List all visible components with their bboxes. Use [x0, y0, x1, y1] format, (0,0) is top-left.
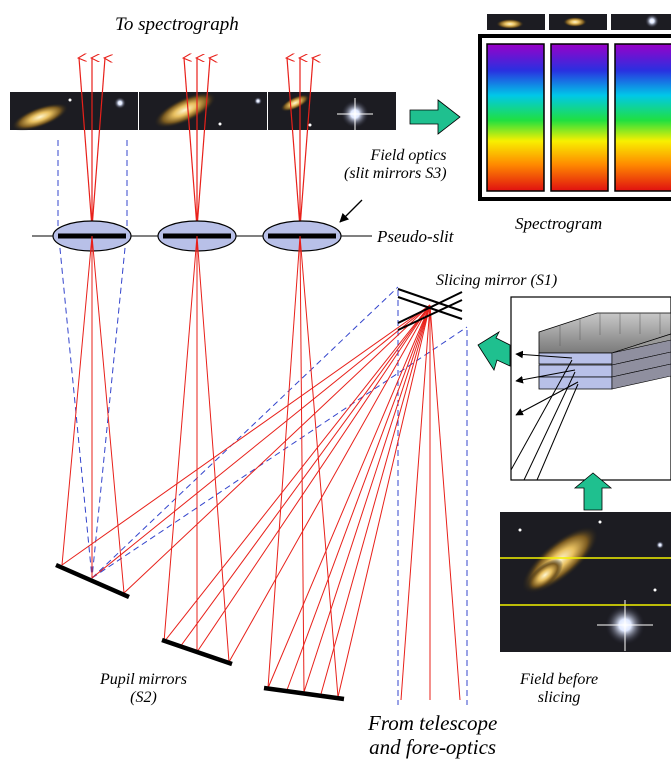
- output-rays: [79, 58, 313, 229]
- slicing-mirror-stack: [397, 288, 463, 331]
- output-slices-image: [10, 91, 396, 131]
- from-telescope-line-1: From telescope: [368, 711, 498, 735]
- slicer-inset: [510, 296, 671, 481]
- pseudo-slit-assembly: [32, 220, 372, 252]
- slicing-mirror-label: Slicing mirror (S1): [436, 272, 558, 289]
- from-telescope-line-2: and fore-optics: [369, 735, 497, 760]
- arrow-to-spectrogram: [409, 99, 461, 135]
- to-spectrograph-label: To spectrograph: [115, 14, 239, 35]
- field-optics-line-2: (slit mirrors S3): [344, 165, 447, 183]
- spectrogram-frame: [478, 34, 671, 201]
- field-before-slicing-label: Field before slicing: [520, 671, 598, 708]
- field-optics-pointer: [339, 199, 363, 223]
- spectrogram-thumbnails: [487, 14, 671, 30]
- arrow-inset-to-slicer: [477, 330, 511, 371]
- spectrogram-label: Spectrogram: [515, 214, 603, 233]
- pupil-mirrors-line-2: (S2): [130, 689, 157, 707]
- field-optics-line-1: Field optics: [370, 147, 447, 164]
- field-before-slicing-image: [500, 512, 671, 652]
- slice-rays: [61, 235, 461, 701]
- pupil-mirrors-line-1: Pupil mirrors: [100, 671, 187, 688]
- field-optics-label: Field optics (slit mirrors S3): [344, 147, 447, 184]
- field-before-line-2: slicing: [537, 689, 581, 707]
- field-before-line-1: Field before: [520, 671, 599, 688]
- dashed-beam-envelopes: [57, 140, 468, 705]
- pupil-mirrors: [55, 562, 345, 702]
- arrow-field-to-inset: [573, 472, 613, 511]
- pseudo-slit-label: Pseudo-slit: [377, 227, 454, 246]
- pupil-mirrors-label: Pupil mirrors (S2): [100, 671, 187, 708]
- from-telescope-label: From telescope and fore-optics: [368, 711, 497, 759]
